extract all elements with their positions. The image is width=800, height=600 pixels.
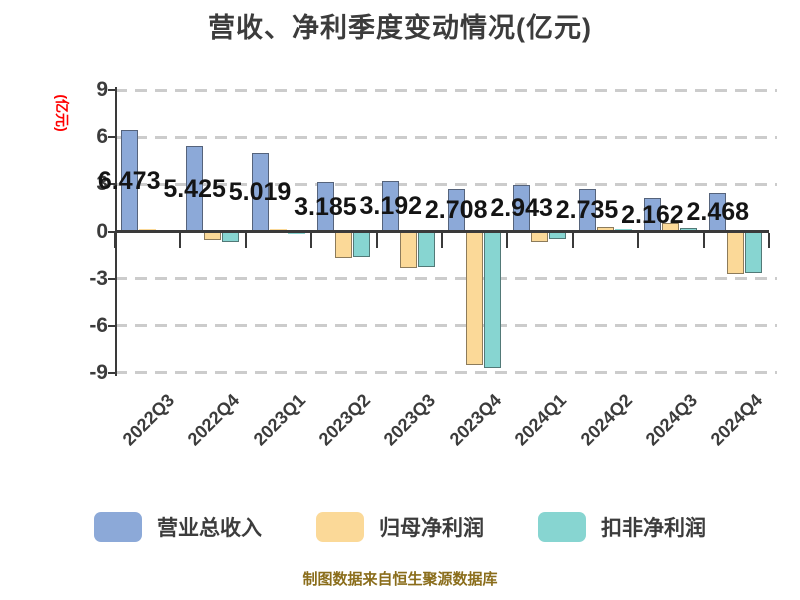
gridline-6: [115, 135, 777, 139]
bar-value-label-2022Q3: 6.473: [97, 166, 161, 195]
x-axis-tick-8: [637, 232, 640, 248]
bar-value-label-2023Q2: 3.185: [294, 192, 357, 221]
bar-value-label-2024Q3: 2.162: [621, 200, 684, 229]
y-axis-tick--9: [108, 371, 115, 374]
legend-label: 扣非净利润: [601, 517, 706, 540]
y-axis-tick-6: [108, 136, 115, 139]
x-axis-tick-3: [310, 232, 313, 248]
y-axis-tick--3: [108, 277, 115, 280]
legend: 营业总收入 归母净利润 扣非净利润: [0, 512, 800, 542]
legend-label: 营业总收入: [157, 517, 262, 540]
x-axis-line: [115, 230, 769, 233]
gridline-3: [115, 182, 777, 186]
bar-value-label-2023Q1: 5.019: [228, 178, 292, 207]
x-axis-tick-0: [114, 232, 116, 248]
legend-swatch-icon: [94, 512, 142, 542]
legend-item-营业总收入: 营业总收入: [94, 512, 262, 542]
y-axis-tick-9: [108, 89, 115, 92]
chart-title: 营收、净利季度变动情况(亿元): [208, 13, 592, 43]
legend-item-扣非净利润: 扣非净利润: [538, 512, 706, 542]
gridline--3: [115, 277, 777, 281]
x-axis-tick-10: [768, 232, 770, 248]
x-axis-tick-5: [441, 232, 443, 248]
bar-归母净利润-2023Q4: [465, 231, 483, 365]
y-tick-label--9: -9: [89, 360, 108, 384]
source-caption: 制图数据来自恒生聚源数据库: [302, 571, 498, 588]
y-axis-tick-3: [108, 183, 115, 186]
x-axis-tick-7: [571, 232, 574, 248]
bar-value-label-2024Q2: 2.735: [555, 196, 619, 225]
x-axis-tick-9: [702, 232, 705, 248]
y-axis-tick--6: [108, 324, 115, 327]
x-axis-tick-1: [179, 232, 182, 248]
x-axis-tick-4: [375, 232, 378, 248]
gridline--6: [115, 324, 777, 328]
y-axis-tick-0: [108, 230, 115, 233]
bar-归母净利润-2023Q3: [400, 231, 418, 268]
y-axis-unit-label: (亿元): [54, 94, 70, 132]
bar-扣非净利润-2022Q4: [222, 231, 240, 242]
y-tick-label-9: 9: [96, 78, 108, 102]
y-tick-label-0: 0: [96, 219, 108, 243]
bar-value-label-2023Q4: 2.708: [424, 196, 488, 225]
bar-归母净利润-2024Q4: [727, 231, 745, 274]
legend-item-归母净利润: 归母净利润: [316, 512, 484, 542]
x-axis-tick-6: [506, 232, 509, 248]
y-tick-label--6: -6: [89, 313, 108, 337]
bar-value-label-2023Q3: 3.192: [359, 192, 423, 221]
bar-value-label-2024Q4: 2.468: [686, 198, 750, 227]
bar-扣非净利润-2023Q3: [418, 231, 436, 267]
y-tick-label-3: 3: [96, 172, 108, 196]
gridline-9: [115, 88, 777, 92]
bar-value-label-2024Q1: 2.943: [490, 194, 553, 223]
bar-归母净利润-2023Q2: [334, 231, 352, 259]
gridline--9: [115, 371, 777, 375]
legend-swatch-icon: [316, 512, 364, 542]
bar-扣非净利润-2023Q2: [352, 231, 370, 257]
y-tick-label-6: 6: [96, 125, 108, 149]
bar-扣非净利润-2024Q4: [745, 231, 763, 274]
bar-扣非净利润-2023Q4: [483, 231, 501, 368]
legend-swatch-icon: [538, 512, 586, 542]
x-axis-tick-2: [244, 232, 247, 248]
legend-label: 归母净利润: [379, 517, 484, 540]
y-tick-label--3: -3: [89, 266, 108, 290]
bar-value-label-2022Q4: 5.425: [163, 174, 226, 203]
bar-归母净利润-2024Q1: [531, 231, 549, 242]
